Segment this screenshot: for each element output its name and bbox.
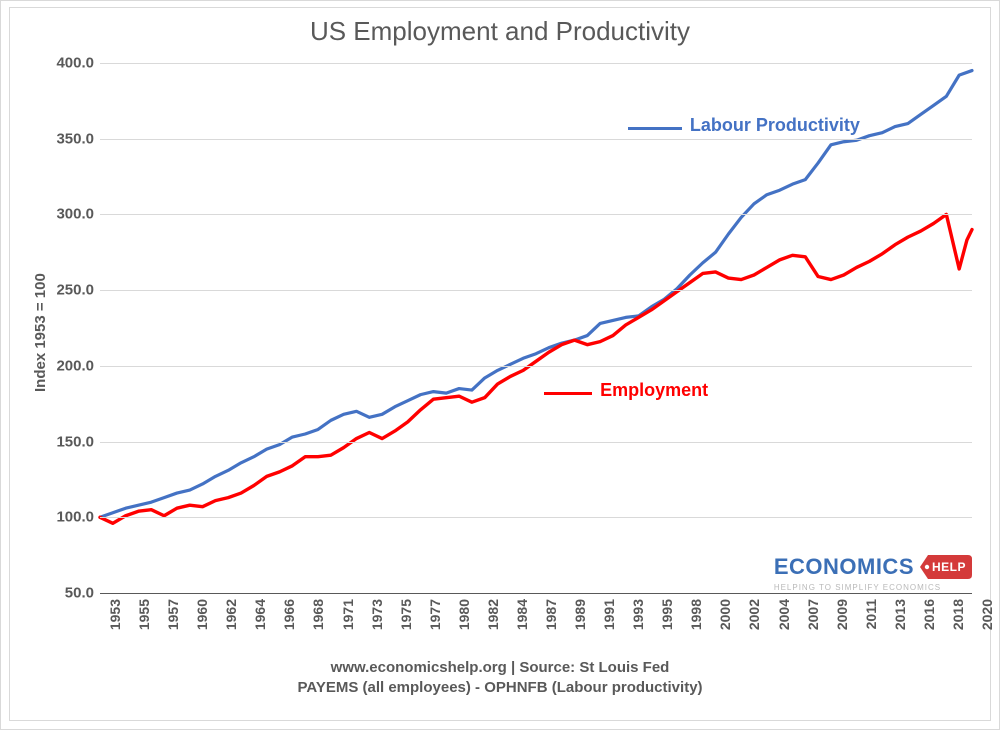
x-tick-label: 2013 [892, 599, 908, 630]
x-tick-label: 1955 [136, 599, 152, 630]
x-tick-label: 1973 [369, 599, 385, 630]
x-tick-label: 2018 [950, 599, 966, 630]
x-tick-label: 1960 [194, 599, 210, 630]
logo-main: ECONOMICS HELP [774, 553, 974, 581]
x-tick-label: 2011 [863, 599, 879, 629]
chart-title: US Employment and Productivity [10, 16, 990, 47]
x-tick-label: 1977 [427, 599, 443, 630]
x-tick-label: 1984 [514, 599, 530, 630]
x-tick-label: 2009 [834, 599, 850, 630]
gridline [100, 214, 972, 215]
x-tick-label: 1975 [398, 599, 414, 630]
x-tick-label: 2004 [776, 599, 792, 630]
x-tick-label: 1953 [107, 599, 123, 630]
x-tick-label: 1991 [601, 599, 617, 630]
x-tick-label: 2002 [746, 599, 762, 630]
logo-text-help: HELP [918, 553, 974, 581]
x-tick-label: 1962 [223, 599, 239, 630]
gridline [100, 366, 972, 367]
footer-line-2: PAYEMS (all employees) - OPHNFB (Labour … [10, 678, 990, 698]
x-tick-label: 1971 [340, 599, 356, 630]
series-legend-line-productivity [628, 127, 682, 130]
gridline [100, 593, 972, 594]
gridline [100, 442, 972, 443]
x-tick-label: 1968 [310, 599, 326, 630]
gridline [100, 63, 972, 64]
series-line-productivity [100, 71, 972, 518]
economicshelp-logo: ECONOMICS HELP HELPING TO SIMPLIFY ECONO… [774, 553, 974, 592]
x-tick-label: 1989 [572, 599, 588, 630]
logo-subtitle: HELPING TO SIMPLIFY ECONOMICS [774, 583, 974, 592]
x-tick-label: 2016 [921, 599, 937, 630]
y-tick-label: 250.0 [56, 282, 94, 299]
series-label-productivity: Labour Productivity [690, 115, 860, 136]
x-tick-label: 1993 [630, 599, 646, 630]
x-tick-label: 1957 [165, 599, 181, 630]
footer-line-1: www.economicshelp.org | Source: St Louis… [10, 658, 990, 678]
series-label-employment: Employment [600, 380, 708, 401]
x-tick-label: 1964 [252, 599, 268, 630]
x-tick-label: 1998 [688, 599, 704, 630]
x-tick-label: 1987 [543, 599, 559, 630]
chart-container: US Employment and Productivity 50.0100.0… [9, 7, 991, 721]
x-tick-label: 2020 [979, 599, 995, 630]
x-tick-label: 1980 [456, 599, 472, 630]
series-legend-line-employment [544, 392, 592, 395]
gridline [100, 517, 972, 518]
y-tick-label: 150.0 [56, 433, 94, 450]
x-tick-label: 1995 [659, 599, 675, 630]
y-tick-label: 300.0 [56, 206, 94, 223]
y-tick-label: 50.0 [65, 585, 94, 602]
x-tick-label: 2000 [717, 599, 733, 630]
plot-area: 50.0100.0150.0200.0250.0300.0350.0400.01… [100, 63, 972, 593]
gridline [100, 139, 972, 140]
x-tick-label: 1966 [281, 599, 297, 630]
y-tick-label: 400.0 [56, 55, 94, 72]
y-axis-title: Index 1953 = 100 [32, 273, 49, 392]
series-line-employment [100, 214, 972, 523]
y-tick-label: 200.0 [56, 357, 94, 374]
x-tick-label: 1982 [485, 599, 501, 630]
chart-footer: www.economicshelp.org | Source: St Louis… [10, 658, 990, 699]
outer-frame: US Employment and Productivity 50.0100.0… [0, 0, 1000, 730]
y-tick-label: 350.0 [56, 130, 94, 147]
gridline [100, 290, 972, 291]
logo-text-economics: ECONOMICS [774, 554, 914, 580]
logo-tag-icon: HELP [918, 553, 974, 581]
x-tick-label: 2007 [805, 599, 821, 630]
chart-svg [100, 63, 972, 593]
y-tick-label: 100.0 [56, 509, 94, 526]
